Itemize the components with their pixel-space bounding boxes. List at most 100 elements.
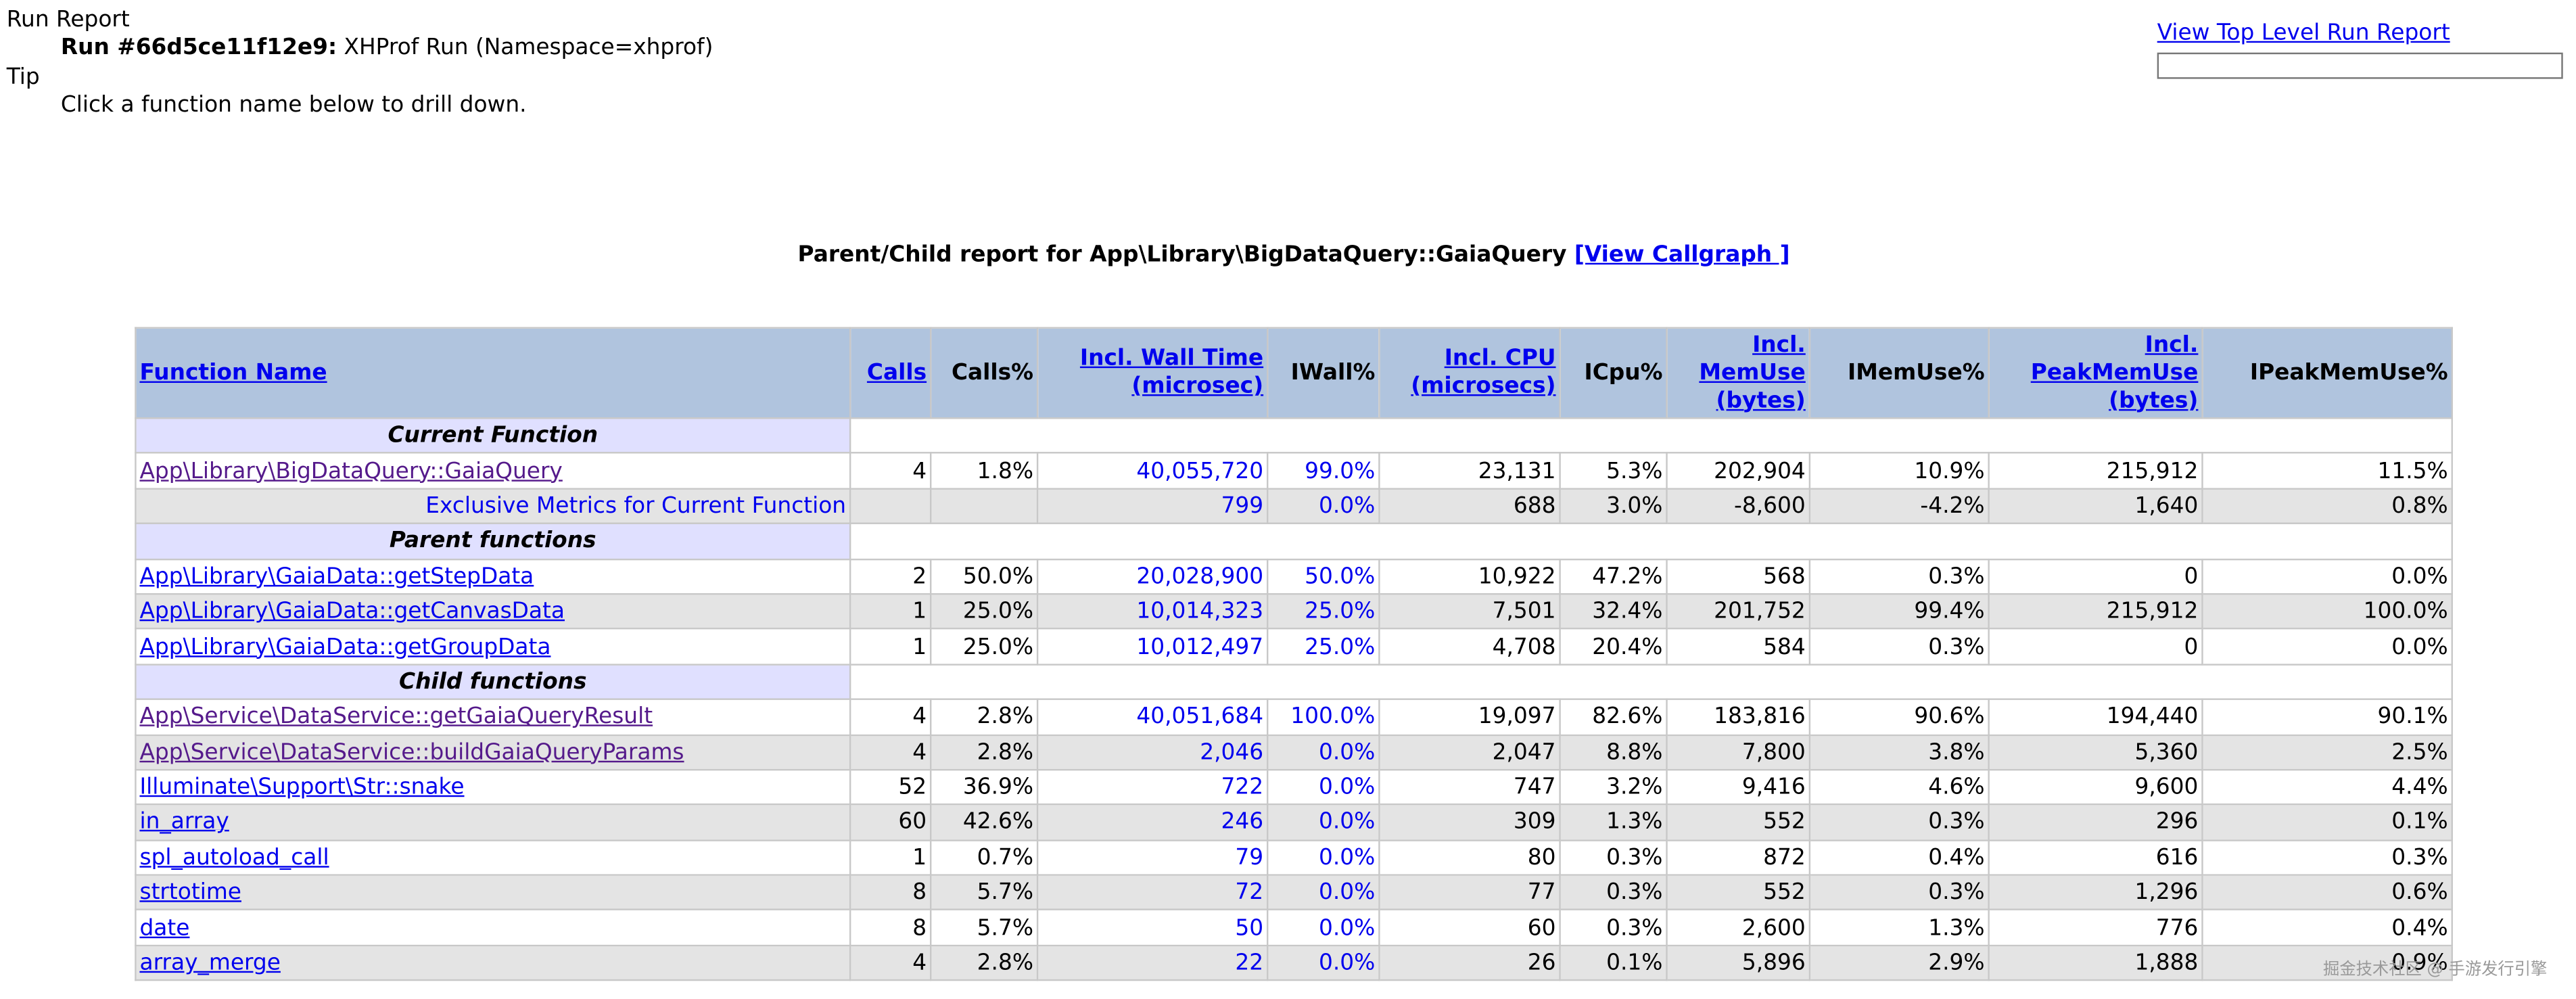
metric-cell: 9,600 bbox=[1988, 768, 2203, 806]
metric-cell bbox=[929, 487, 1039, 525]
metric-cell: 25.0% bbox=[929, 628, 1039, 666]
section-filler bbox=[849, 522, 2453, 560]
header-link[interactable]: Incl. PeakMemUse (bytes) bbox=[2030, 331, 2199, 413]
data-row: date 8 5.7% 50 0.0% 60 0.3% 2,600 1.3% 776 0.4% bbox=[135, 909, 2453, 946]
header-text: IMemUse% bbox=[1848, 358, 1985, 386]
metric-cell bbox=[849, 487, 932, 525]
header-cell: Function Name bbox=[135, 327, 851, 419]
metric-cell: 0.4% bbox=[1808, 839, 1990, 877]
top-level-link[interactable]: View Top Level Run Report bbox=[2157, 20, 2450, 47]
header-link[interactable]: Function Name bbox=[139, 358, 327, 386]
metric-cell: 10,922 bbox=[1378, 557, 1561, 595]
section-filler bbox=[849, 663, 2453, 701]
function-link[interactable]: spl_autoload_call bbox=[139, 844, 329, 871]
watermark: 掘金技术社区 @ 手游发行引擎 bbox=[2323, 961, 2548, 979]
metric-cell: 40,055,720 bbox=[1036, 452, 1269, 490]
header-link[interactable]: Incl. MemUse (bytes) bbox=[1699, 331, 1806, 413]
report-heading: Parent/Child report for App\Library\BigD… bbox=[797, 241, 1567, 268]
metric-cell: 1.8% bbox=[929, 452, 1039, 490]
metric-cell: 3.2% bbox=[1559, 768, 1668, 806]
metric-cell: 194,440 bbox=[1988, 698, 2203, 736]
header-row: Function Name Calls Calls% Incl. Wall Time … bbox=[135, 327, 2453, 419]
metric-cell: 0.3% bbox=[1559, 839, 1668, 877]
data-row: App\Library\BigDataQuery::GaiaQuery 4 1.8%… bbox=[135, 452, 2453, 490]
metric-cell: 5.7% bbox=[929, 909, 1039, 946]
metric-cell: 0.0% bbox=[1266, 839, 1380, 877]
metric-cell: 50 bbox=[1036, 909, 1269, 946]
function-link[interactable]: App\Service\DataService::getGaiaQueryRes… bbox=[139, 703, 653, 730]
header-link[interactable]: Incl. CPU (microsecs) bbox=[1411, 345, 1556, 400]
report-table: Function Name Calls Calls% Incl. Wall Time … bbox=[135, 327, 2453, 981]
data-row: strtotime 8 5.7% 72 0.0% 77 0.3% 552 0.3% 1,296 0.… bbox=[135, 874, 2453, 911]
metric-cell: 8 bbox=[849, 909, 932, 946]
header-cell: Incl. Wall Time (microsec) bbox=[1036, 327, 1269, 419]
metric-cell: 2.5% bbox=[2201, 733, 2453, 771]
metric-cell: 77 bbox=[1378, 874, 1561, 911]
header-cell: IMemUse% bbox=[1808, 327, 1990, 419]
metric-cell: 215,912 bbox=[1988, 593, 2203, 630]
metric-cell: 2.8% bbox=[929, 733, 1039, 771]
search-input[interactable] bbox=[2157, 52, 2563, 79]
metric-cell: 4 bbox=[849, 733, 932, 771]
metric-cell: 50.0% bbox=[929, 557, 1039, 595]
metric-cell: 4,708 bbox=[1378, 628, 1561, 666]
metric-cell: 9,416 bbox=[1666, 768, 1811, 806]
function-link[interactable]: date bbox=[139, 914, 190, 942]
data-row: Exclusive Metrics for Current Function 79… bbox=[135, 487, 2453, 525]
function-link[interactable]: in_array bbox=[139, 809, 229, 836]
metric-cell: 0.0% bbox=[1266, 768, 1380, 806]
function-link[interactable]: strtotime bbox=[139, 879, 241, 906]
metric-cell: 1,296 bbox=[1988, 874, 2203, 911]
metric-cell: 20,028,900 bbox=[1036, 557, 1269, 595]
metric-cell: 568 bbox=[1666, 557, 1811, 595]
metric-cell: 201,752 bbox=[1666, 593, 1811, 630]
metric-cell: 0.6% bbox=[2201, 874, 2453, 911]
metric-cell: 60 bbox=[1378, 909, 1561, 946]
page-title: Run Report bbox=[6, 6, 130, 33]
section-title: Current Function bbox=[135, 417, 851, 455]
tip-label: Tip bbox=[6, 64, 40, 91]
metric-cell: 7,800 bbox=[1666, 733, 1811, 771]
function-link[interactable]: App\Library\GaiaData::getGroupData bbox=[139, 633, 551, 660]
function-link[interactable]: App\Library\GaiaData::getCanvasData bbox=[139, 598, 565, 625]
function-cell: App\Service\DataService::buildGaiaQueryP… bbox=[135, 733, 851, 771]
metric-cell: 1 bbox=[849, 839, 932, 877]
function-link[interactable]: App\Library\BigDataQuery::GaiaQuery bbox=[139, 457, 563, 484]
function-link[interactable]: Illuminate\Support\Str::snake bbox=[139, 774, 465, 801]
metric-cell: 5.7% bbox=[929, 874, 1039, 911]
header-cell: Incl. CPU (microsecs) bbox=[1378, 327, 1561, 419]
function-cell: Illuminate\Support\Str::snake bbox=[135, 768, 851, 806]
function-cell: Exclusive Metrics for Current Function bbox=[135, 487, 851, 525]
metric-cell: -8,600 bbox=[1666, 487, 1811, 525]
metric-cell: 552 bbox=[1666, 804, 1811, 841]
metric-cell: 1 bbox=[849, 628, 932, 666]
metric-cell: 183,816 bbox=[1666, 698, 1811, 736]
header-link[interactable]: Incl. Wall Time (microsec) bbox=[1079, 345, 1264, 400]
function-link[interactable]: App\Service\DataService::buildGaiaQueryP… bbox=[139, 739, 684, 766]
metric-cell: 4.4% bbox=[2201, 768, 2453, 806]
data-row: App\Service\DataService::buildGaiaQueryP… bbox=[135, 733, 2453, 771]
metric-cell: 50.0% bbox=[1266, 557, 1380, 595]
metric-cell: 8 bbox=[849, 874, 932, 911]
metric-cell: 1.3% bbox=[1559, 804, 1668, 841]
metric-cell: 52 bbox=[849, 768, 932, 806]
metric-cell: 0.7% bbox=[929, 839, 1039, 877]
function-cell: in_array bbox=[135, 804, 851, 841]
metric-cell: 2,600 bbox=[1666, 909, 1811, 946]
run-label: Run #66d5ce11f12e9: bbox=[60, 34, 337, 61]
metric-cell: 2 bbox=[849, 557, 932, 595]
function-link[interactable]: App\Library\GaiaData::getStepData bbox=[139, 563, 534, 590]
function-link[interactable]: array_merge bbox=[139, 950, 281, 977]
function-cell: App\Library\GaiaData::getStepData bbox=[135, 557, 851, 595]
metric-cell: 0.0% bbox=[1266, 733, 1380, 771]
metric-cell: 90.6% bbox=[1808, 698, 1990, 736]
data-row: array_merge 4 2.8% 22 0.0% 26 0.1% 5,896 2.9% 1,8… bbox=[135, 944, 2453, 981]
header-link[interactable]: Calls bbox=[866, 358, 927, 386]
callgraph-link[interactable]: [View Callgraph ] bbox=[1574, 241, 1790, 268]
metric-cell: 0.0% bbox=[2201, 557, 2453, 595]
metric-cell: 1.3% bbox=[1808, 909, 1990, 946]
metric-cell: 4 bbox=[849, 944, 932, 981]
header-cell: Incl. PeakMemUse (bytes) bbox=[1988, 327, 2203, 419]
metric-cell: 309 bbox=[1378, 804, 1561, 841]
